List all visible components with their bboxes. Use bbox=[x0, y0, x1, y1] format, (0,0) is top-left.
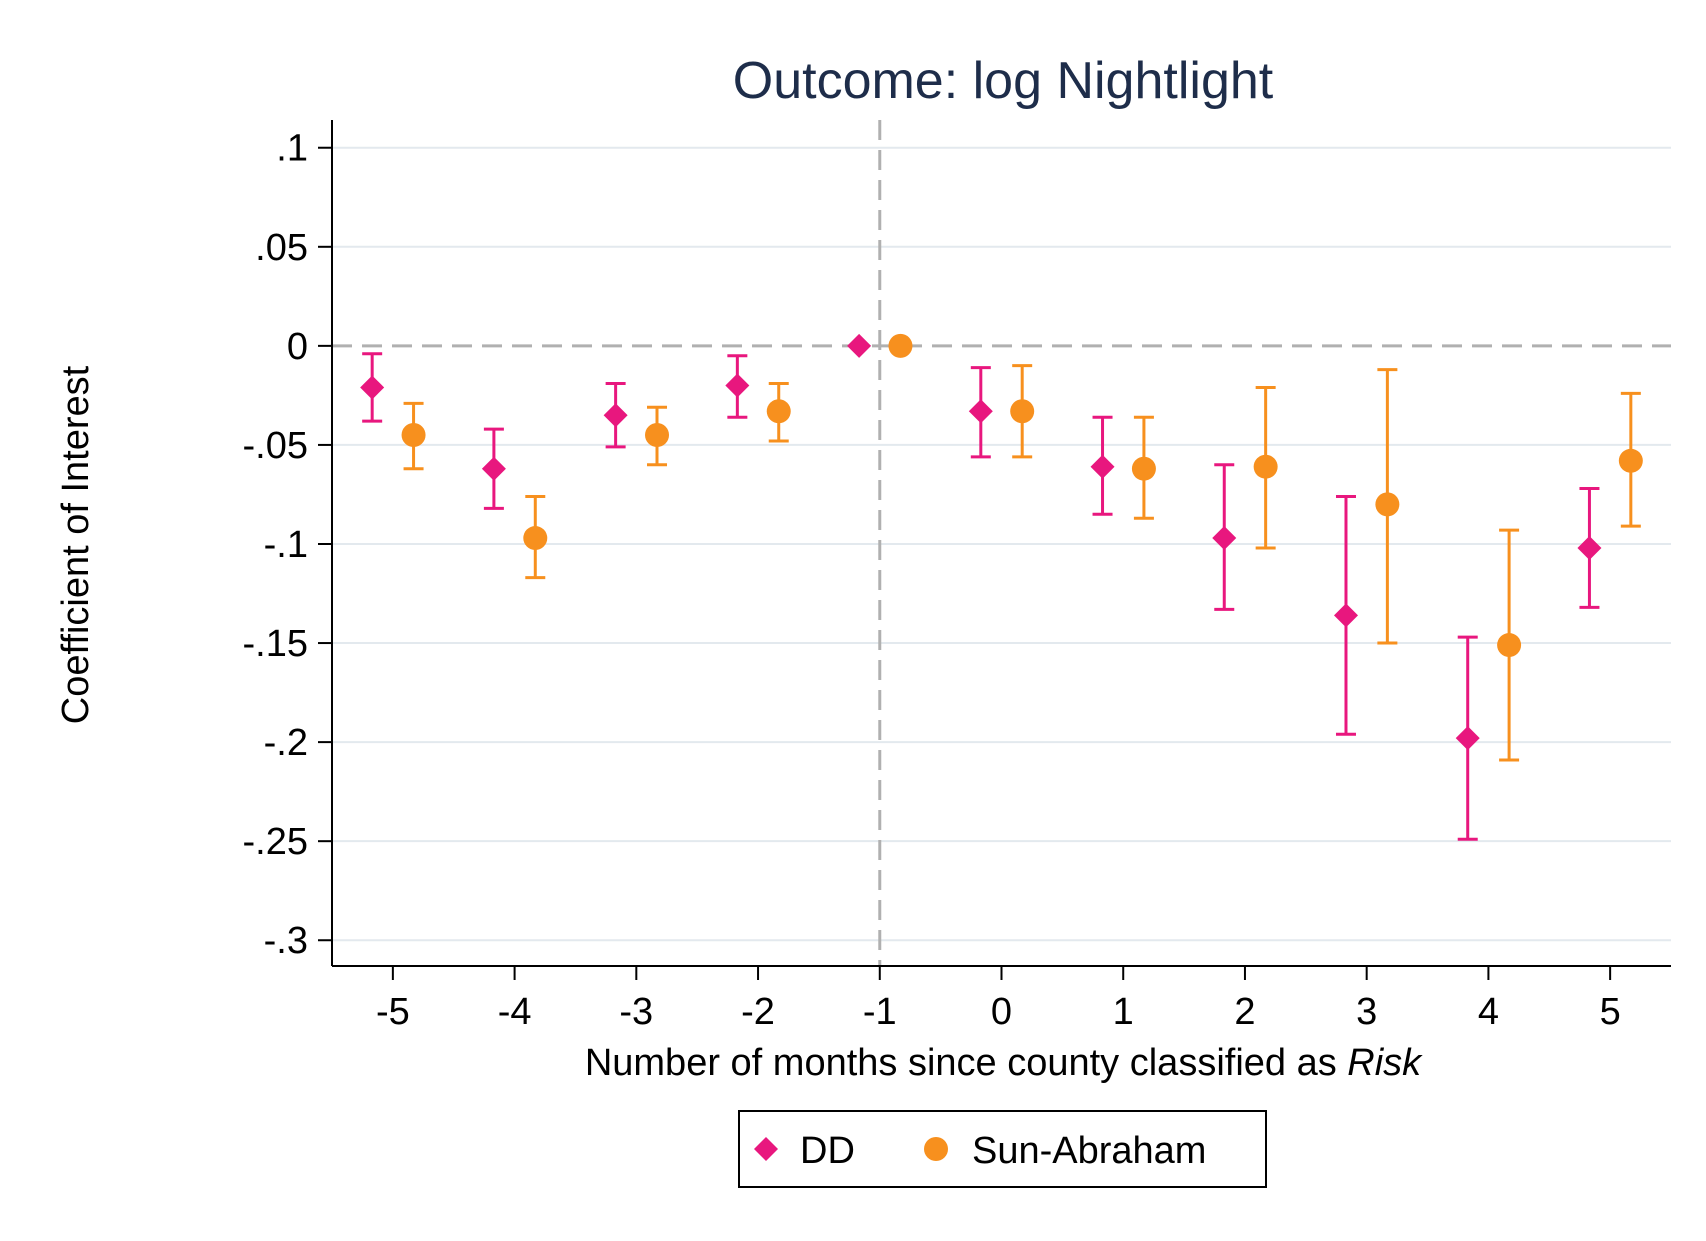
point-sun-abraham bbox=[1618, 448, 1643, 473]
point-dd bbox=[1333, 603, 1358, 628]
legend-box bbox=[738, 1110, 1267, 1188]
point-dd bbox=[481, 456, 506, 481]
point-sun-abraham bbox=[1131, 456, 1156, 481]
y-tick-label: -.2 bbox=[264, 722, 308, 764]
point-sun-abraham bbox=[1010, 399, 1035, 424]
legend: DD Sun-Abraham bbox=[738, 1110, 1267, 1188]
x-ticks: -5 -4 -3 -2 -1 0 1 2 3 4 5 bbox=[376, 966, 1621, 1033]
x-tick-label: -5 bbox=[376, 991, 410, 1033]
y-ticks: .1 .05 0 -.05 -.1 -.15 -.2 -.25 -.3 bbox=[243, 128, 332, 962]
data-series bbox=[360, 333, 1643, 841]
point-sun-abraham bbox=[645, 423, 670, 448]
point-dd bbox=[968, 399, 993, 424]
point-sun-abraham bbox=[888, 333, 913, 358]
x-tick-label: -4 bbox=[498, 991, 532, 1033]
x-tick-label: 5 bbox=[1600, 991, 1621, 1033]
x-tick-label: -2 bbox=[741, 991, 775, 1033]
legend-marker-dd bbox=[754, 1137, 778, 1161]
point-dd bbox=[847, 333, 872, 358]
point-dd bbox=[603, 403, 628, 428]
reference-lines bbox=[332, 120, 1671, 966]
legend-label-sun-abraham: Sun-Abraham bbox=[972, 1130, 1206, 1172]
y-axis-label: Coefficient of Interest bbox=[55, 365, 97, 724]
point-sun-abraham bbox=[1253, 454, 1278, 479]
point-dd bbox=[1212, 526, 1237, 551]
x-tick-label: -1 bbox=[863, 991, 897, 1033]
y-tick-label: 0 bbox=[287, 326, 308, 368]
y-tick-label: -.1 bbox=[264, 524, 308, 566]
series-sun-abraham bbox=[401, 333, 1643, 762]
x-axis-label-italic: Risk bbox=[1347, 1042, 1423, 1084]
x-tick-label: 4 bbox=[1478, 991, 1499, 1033]
chart-title: Outcome: log Nightlight bbox=[733, 52, 1274, 110]
x-tick-label: 3 bbox=[1356, 991, 1377, 1033]
x-tick-label: 2 bbox=[1234, 991, 1255, 1033]
y-tick-label: .05 bbox=[255, 227, 308, 269]
point-sun-abraham bbox=[766, 399, 791, 424]
x-tick-label: -3 bbox=[619, 991, 653, 1033]
point-sun-abraham bbox=[401, 423, 426, 448]
legend-marker-sun-abraham bbox=[924, 1137, 948, 1161]
point-sun-abraham bbox=[1497, 633, 1522, 658]
x-axis-label-text: Number of months since county classified… bbox=[585, 1042, 1347, 1084]
gridlines bbox=[332, 146, 1671, 942]
point-dd bbox=[360, 375, 385, 400]
point-dd bbox=[1455, 726, 1480, 751]
x-tick-label: 0 bbox=[991, 991, 1012, 1033]
y-tick-label: -.05 bbox=[243, 425, 308, 467]
point-dd bbox=[725, 373, 750, 398]
y-tick-label: .1 bbox=[276, 128, 308, 170]
x-axis-label: Number of months since county classified… bbox=[585, 1042, 1423, 1084]
legend-label-dd: DD bbox=[800, 1130, 855, 1172]
point-sun-abraham bbox=[523, 526, 548, 551]
point-dd bbox=[1577, 535, 1602, 560]
y-tick-label: -.3 bbox=[264, 920, 308, 962]
point-sun-abraham bbox=[1375, 492, 1400, 517]
y-tick-label: -.25 bbox=[243, 821, 308, 863]
point-dd bbox=[1090, 454, 1115, 479]
x-tick-label: 1 bbox=[1113, 991, 1134, 1033]
y-tick-label: -.15 bbox=[243, 623, 308, 665]
series-dd bbox=[360, 333, 1602, 841]
